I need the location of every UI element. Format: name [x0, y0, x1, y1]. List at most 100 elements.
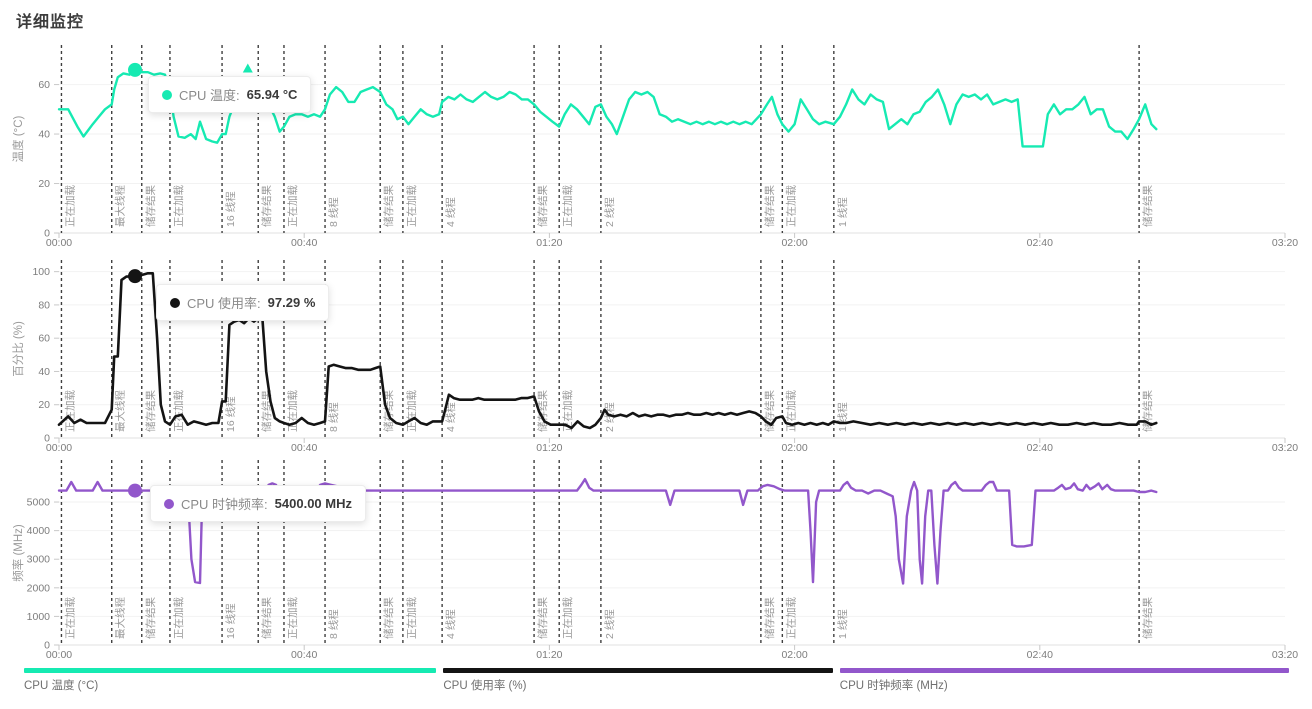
phase-marker-label: 储存结果 — [144, 185, 157, 227]
y-tick-label: 0 — [44, 433, 50, 445]
page-title: 详细监控 — [16, 14, 85, 31]
y-tick-label: 3000 — [27, 554, 51, 566]
phase-marker-label: 正在加载 — [785, 185, 797, 227]
x-tick-label: 02:40 — [1027, 237, 1053, 249]
phase-marker-label: 储存结果 — [144, 597, 157, 639]
usage-tooltip: CPU 使用率: 97.29 % — [156, 284, 330, 321]
phase-marker-label: 储存结果 — [260, 185, 273, 227]
usage-series-line[interactable] — [57, 271, 1158, 430]
phase-marker-label: 储存结果 — [382, 597, 395, 639]
x-tick-label: 02:40 — [1027, 649, 1053, 661]
phase-marker-label: 正在加载 — [287, 597, 299, 639]
phase-marker-label: 正在加载 — [173, 390, 185, 432]
temperature-series-line[interactable] — [57, 68, 1158, 148]
legend-label-usage: CPU 使用率 (%) — [443, 680, 527, 692]
phase-marker-label: 正在加载 — [64, 597, 76, 639]
usage-hover-point[interactable] — [128, 269, 143, 284]
usage-chart[interactable]: 0 20 40 60 80 100 00:00 00:40 01:20 02:00 02:40 03:… — [0, 253, 1312, 455]
frequency-tooltip-label: CPU 时钟频率: — [181, 497, 268, 512]
phase-marker-label: 16 线程 — [224, 396, 237, 432]
temperature-tooltip-dot-icon — [162, 89, 172, 100]
legend-item-temperature[interactable]: CPU 温度 (°C) — [24, 668, 437, 693]
temperature-tooltip: CPU 温度: 65.94 °C — [148, 76, 312, 113]
phase-marker-label: 正在加载 — [173, 597, 185, 639]
usage-tooltip-dot-icon — [170, 297, 180, 308]
legend-item-usage[interactable]: CPU 使用率 (%) — [443, 668, 833, 693]
phase-marker-label: 正在加载 — [785, 390, 797, 432]
x-tick-label: 01:20 — [536, 649, 562, 661]
frequency-y-axis-title: 频率 (MHz) — [13, 524, 25, 582]
phase-marker-label: 1 线程 — [836, 609, 849, 639]
x-tick-label: 01:20 — [536, 442, 562, 454]
x-tick-label: 00:40 — [291, 237, 317, 249]
y-tick-label: 40 — [38, 129, 50, 141]
y-tick-label: 20 — [38, 399, 50, 411]
x-tick-label: 03:20 — [1272, 237, 1298, 249]
legend-label-temperature: CPU 温度 (°C) — [24, 680, 99, 692]
phase-marker-label: 2 线程 — [603, 609, 616, 639]
phase-marker-label: 正在加载 — [406, 390, 418, 432]
x-tick-label: 00:40 — [291, 649, 317, 661]
x-tick-label: 03:20 — [1272, 649, 1298, 661]
y-tick-label: 40 — [38, 366, 50, 378]
y-tick-label: 0 — [44, 640, 50, 652]
phase-marker-label: 1 线程 — [836, 402, 849, 432]
phase-marker-label: 16 线程 — [224, 191, 237, 227]
usage-tooltip-value: 97.29 % — [267, 295, 316, 310]
phase-marker-label: 储存结果 — [763, 597, 776, 639]
phase-marker-label: 正在加载 — [64, 185, 76, 227]
phase-marker-label: 16 线程 — [224, 603, 237, 639]
phase-marker-label: 4 线程 — [444, 402, 457, 432]
phase-marker-label: 最大线程 — [114, 185, 127, 227]
phase-marker-label: 4 线程 — [444, 609, 457, 639]
temperature-tooltip-label: CPU 温度: — [179, 88, 240, 103]
legend-bar-temperature — [24, 668, 437, 673]
chart-legend: CPU 温度 (°C) CPU 使用率 (%) CPU 时钟频率 (MHz) — [0, 668, 1312, 693]
legend-item-frequency[interactable]: CPU 时钟频率 (MHz) — [839, 668, 1289, 693]
frequency-tooltip-value: 5400.00 MHz — [274, 496, 352, 511]
temperature-peak-marker-icon — [242, 63, 253, 73]
phase-marker-label: 正在加载 — [287, 185, 299, 227]
phase-marker-label: 储存结果 — [536, 597, 549, 639]
legend-label-frequency: CPU 时钟频率 (MHz) — [839, 680, 948, 692]
phase-marker-label: 储存结果 — [260, 390, 273, 432]
temperature-chart[interactable]: 0 20 40 60 00:00 00:40 01:20 02:00 02:40 03:20 正在加… — [0, 38, 1312, 253]
frequency-hover-point[interactable] — [128, 483, 143, 498]
y-tick-label: 80 — [38, 299, 50, 311]
frequency-tooltip-dot-icon — [164, 498, 174, 509]
y-tick-label: 0 — [44, 228, 50, 240]
phase-marker-label: 8 线程 — [327, 197, 340, 227]
y-tick-label: 20 — [38, 178, 50, 190]
usage-y-axis-title: 百分比 (%) — [13, 321, 25, 377]
phase-marker-label: 正在加载 — [562, 185, 574, 227]
x-tick-label: 00:00 — [46, 442, 72, 454]
y-tick-label: 100 — [32, 266, 50, 278]
frequency-series-line[interactable] — [57, 478, 1158, 585]
y-tick-label: 60 — [38, 79, 50, 91]
frequency-chart-panel: 0 1000 2000 3000 4000 5000 00:00 00:40 01:20 02:0… — [0, 453, 1312, 663]
phase-marker-label: 8 线程 — [327, 402, 340, 432]
phase-marker-label: 最大线程 — [114, 390, 127, 432]
phase-marker-label: 正在加载 — [406, 597, 418, 639]
legend-bar-frequency — [839, 668, 1289, 673]
legend-bar-usage — [443, 668, 833, 673]
y-tick-label: 5000 — [27, 497, 51, 509]
phase-marker-label: 储存结果 — [1141, 185, 1154, 227]
temperature-tooltip-value: 65.94 °C — [246, 87, 298, 102]
phase-marker-label: 4 线程 — [444, 197, 457, 227]
phase-marker-label: 储存结果 — [1141, 597, 1154, 639]
phase-marker-label: 正在加载 — [173, 185, 185, 227]
phase-marker-label: 储存结果 — [382, 185, 395, 227]
phase-marker-label: 正在加载 — [406, 185, 418, 227]
phase-marker-label: 储存结果 — [144, 390, 157, 432]
temperature-hover-point[interactable] — [128, 62, 143, 77]
x-tick-label: 01:20 — [536, 237, 562, 249]
phase-marker-label: 2 线程 — [603, 402, 616, 432]
usage-chart-panel: 0 20 40 60 80 100 00:00 00:40 01:20 02:00 02:40 03:… — [0, 253, 1312, 455]
phase-marker-label: 2 线程 — [603, 197, 616, 227]
x-tick-label: 03:20 — [1272, 442, 1298, 454]
phase-marker-label: 储存结果 — [763, 390, 776, 432]
phase-marker-label: 储存结果 — [260, 597, 273, 639]
phase-marker-label: 8 线程 — [327, 609, 340, 639]
